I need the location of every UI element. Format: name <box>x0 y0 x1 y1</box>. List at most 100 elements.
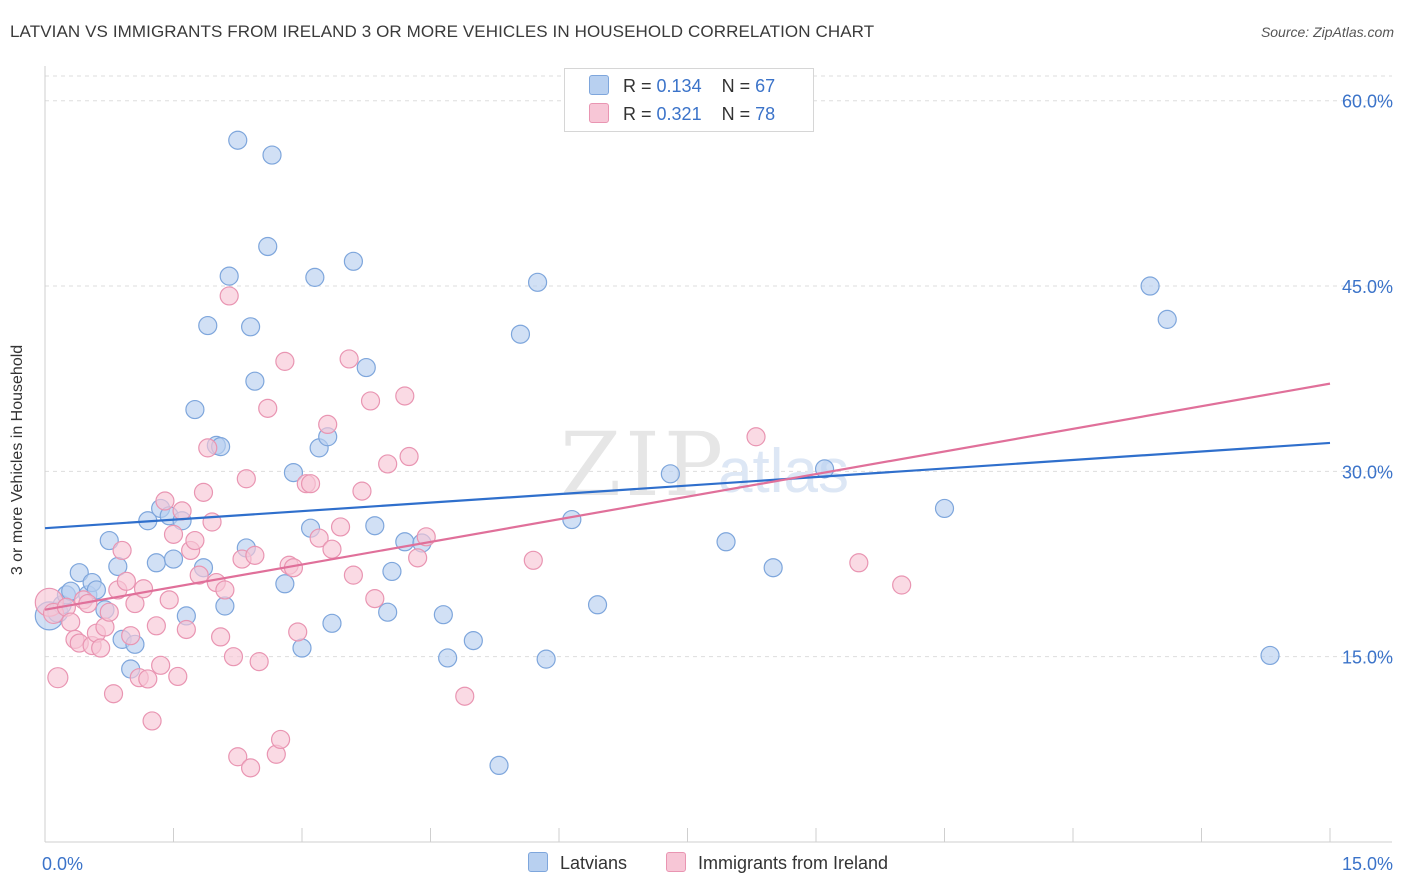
ireland-point <box>189 565 209 585</box>
ireland-point <box>523 550 543 570</box>
tick-labels: 15.0% 30.0% 45.0% 60.0% 0.0% 15.0% <box>42 92 1393 874</box>
ireland-point <box>249 652 269 672</box>
legend-r-value-latvians: 0.134 <box>656 76 702 96</box>
ireland-point <box>258 398 278 418</box>
y-tick-label: 60.0% <box>1342 92 1393 112</box>
latvian-point <box>198 315 218 336</box>
latvian-point <box>228 130 248 150</box>
ireland-point <box>103 684 124 704</box>
ireland-point <box>151 655 171 675</box>
ireland-point <box>116 571 136 591</box>
watermark: ZIP atlas <box>560 413 849 516</box>
latvian-point <box>378 602 398 622</box>
series-ireland <box>34 286 912 778</box>
latvian-point <box>527 272 548 292</box>
latvian-point <box>463 631 483 651</box>
latvian-point <box>86 580 107 600</box>
latvian-point <box>382 561 402 582</box>
ireland-point <box>211 627 231 647</box>
latvian-point <box>934 498 955 519</box>
latvian-point <box>489 755 509 776</box>
latvian-point <box>283 462 304 483</box>
latvian-point <box>292 638 312 658</box>
latvian-point <box>365 516 385 536</box>
ireland-point <box>228 747 248 767</box>
ireland-point <box>892 575 912 595</box>
y-tick-label: 30.0% <box>1342 462 1393 482</box>
ireland-point <box>142 711 162 731</box>
ireland-point <box>176 619 196 640</box>
trend-line-ireland <box>44 382 1331 611</box>
ireland-point <box>300 474 321 494</box>
latvian-point <box>716 532 736 552</box>
latvian-point <box>258 236 278 257</box>
ireland-point <box>146 616 166 636</box>
legend-n-label: N = <box>721 104 751 124</box>
ireland-point <box>236 469 256 489</box>
ireland-point <box>343 565 363 585</box>
bottom-legend-label-ireland: Immigrants from Ireland <box>698 853 889 873</box>
ireland-point <box>99 602 119 622</box>
bottom-swatch-latvians <box>528 852 548 872</box>
latvian-point <box>1157 309 1177 329</box>
ireland-point <box>159 590 179 610</box>
source-credit: Source: ZipAtlas.com <box>1260 24 1394 40</box>
legend-r-label: R = <box>623 104 652 124</box>
ireland-point <box>61 612 81 632</box>
bottom-swatch-ireland <box>666 852 686 872</box>
ireland-point <box>219 286 239 306</box>
latvian-point <box>305 267 325 287</box>
ireland-point <box>215 580 235 600</box>
ireland-point <box>399 446 419 467</box>
latvian-point <box>245 371 265 391</box>
latvian-point <box>438 648 458 668</box>
ireland-point <box>378 454 398 474</box>
ireland-point <box>395 386 415 406</box>
latvian-point <box>146 553 166 573</box>
latvian-point <box>660 464 680 484</box>
ireland-point <box>275 351 295 371</box>
ireland-point <box>288 622 308 642</box>
ireland-point <box>168 666 188 687</box>
ireland-point <box>193 482 214 502</box>
ireland-point <box>47 667 69 689</box>
latvian-point <box>1140 276 1160 296</box>
latvian-point <box>219 266 239 286</box>
axes <box>44 66 1392 843</box>
ireland-point <box>198 438 218 458</box>
latvian-point <box>510 324 531 344</box>
ireland-point <box>138 669 158 689</box>
latvian-point <box>322 613 342 633</box>
ireland-point <box>270 729 291 750</box>
latvian-point <box>343 251 363 271</box>
latvian-point <box>215 596 235 616</box>
ireland-point <box>172 501 192 521</box>
ireland-point <box>121 626 141 646</box>
ireland-point <box>352 481 372 501</box>
ireland-point <box>223 647 244 667</box>
trend-line-latvians <box>44 441 1331 530</box>
legend-n-value-ireland: 78 <box>755 104 776 124</box>
ireland-point <box>309 528 329 548</box>
latvian-point <box>562 509 582 530</box>
latvian-point <box>99 530 119 551</box>
x-tick-label: 15.0% <box>1342 854 1393 874</box>
ireland-point <box>91 638 111 658</box>
latvian-point <box>262 145 282 165</box>
correlation-legend: R = 0.134 N = 67 R = 0.321 N = 78 <box>564 68 814 132</box>
legend-r-value-ireland: 0.321 <box>656 104 702 124</box>
ireland-point <box>241 758 261 778</box>
latvian-point <box>241 317 261 337</box>
ireland-point <box>318 414 338 435</box>
y-axis-label: 3 or more Vehicles in Household <box>9 344 26 576</box>
latvian-point <box>763 558 783 578</box>
legend-n-label: N = <box>721 76 751 96</box>
ireland-point <box>365 589 385 609</box>
ireland-point <box>746 427 766 447</box>
ireland-point <box>408 548 428 568</box>
latvian-point <box>275 574 295 594</box>
legend-swatch-ireland <box>589 103 609 123</box>
ireland-point <box>330 517 351 537</box>
latvian-point <box>536 649 556 669</box>
